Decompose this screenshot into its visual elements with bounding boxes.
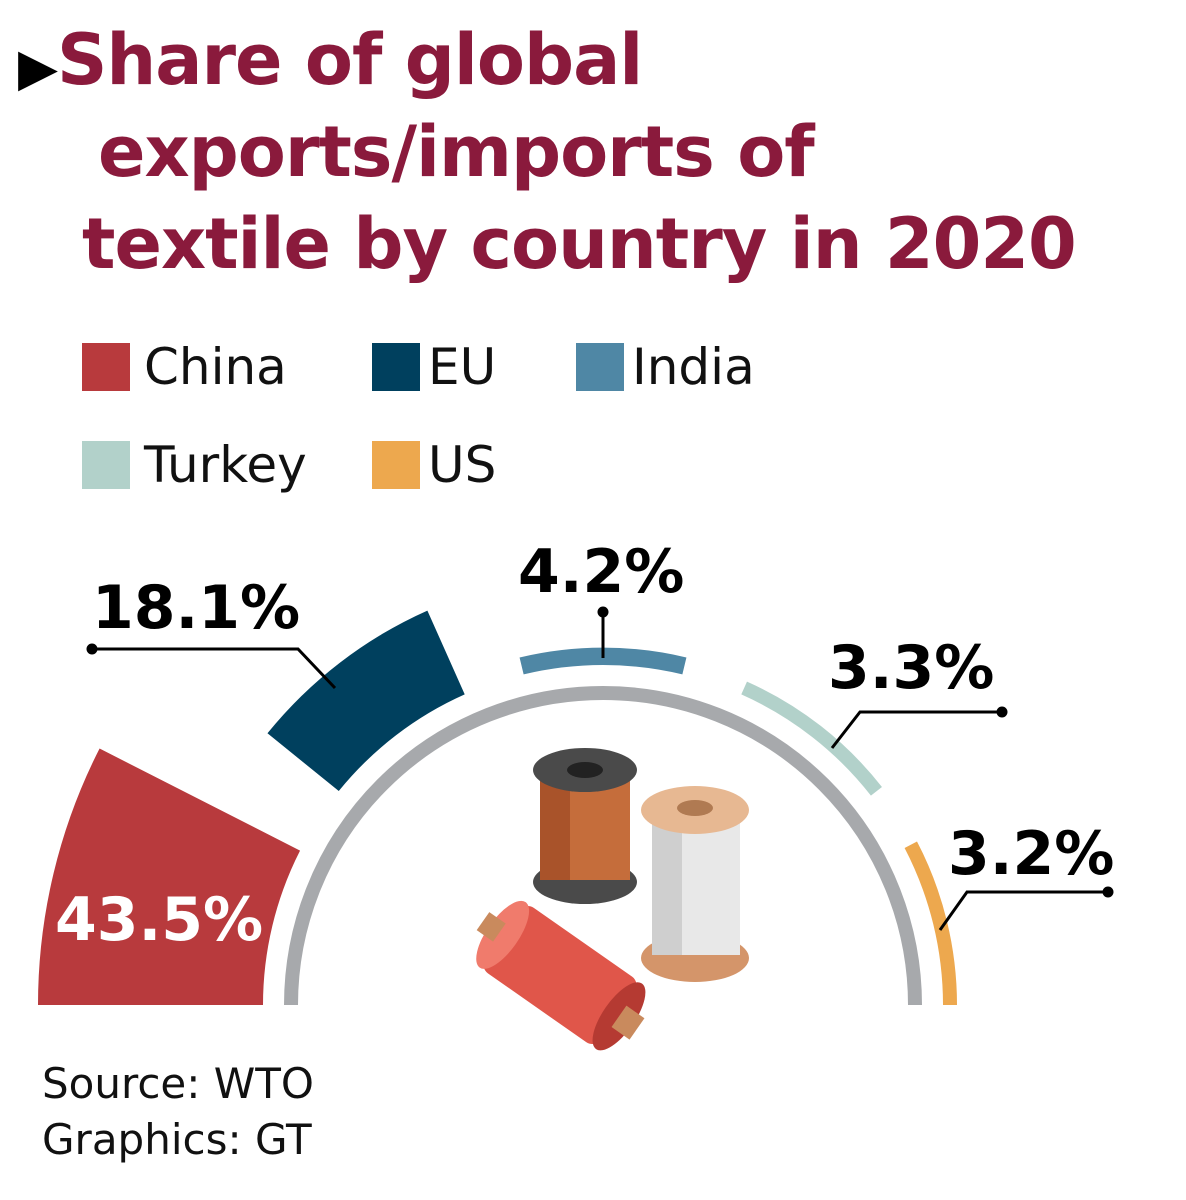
legend-item-eu: EU (372, 338, 496, 396)
leader-line-us (938, 890, 1108, 931)
legend-item-india: India (576, 338, 755, 396)
spools-illustration (476, 748, 749, 1051)
graphics-credit: Graphics: GT (42, 1115, 312, 1164)
spool-shade (652, 815, 682, 955)
footer: Source: WTO Graphics: GT (42, 1056, 314, 1168)
leader-line-eu (92, 647, 337, 690)
data-label-india: 4.2% (518, 537, 684, 607)
base-arc (284, 686, 922, 1006)
source-text: Source: WTO (42, 1059, 314, 1108)
legend-item-us: US (372, 436, 496, 494)
segment-us (904, 841, 957, 1005)
leader-dot (86, 643, 98, 655)
data-label-eu: 18.1% (92, 573, 300, 643)
spool-peg (476, 912, 506, 942)
segment-china (38, 748, 301, 1005)
leader-dot (996, 706, 1008, 718)
legend-swatch (576, 343, 624, 391)
leader-dot (1102, 886, 1114, 898)
data-label-us: 3.2% (948, 819, 1114, 889)
spool-peg (611, 1005, 645, 1040)
data-label-turkey: 3.3% (828, 633, 994, 703)
leader-dot (597, 606, 609, 618)
data-label-china: 43.5% (55, 885, 263, 955)
spool-shade (540, 775, 570, 880)
spool-thread-red (483, 906, 637, 1044)
legend-item-china: China (82, 338, 287, 396)
legend-swatch (372, 441, 420, 489)
segment-india (519, 647, 687, 675)
spool-end (476, 900, 530, 969)
spool-hole (677, 800, 713, 816)
legend-swatch (82, 343, 130, 391)
legend-swatch (82, 441, 130, 489)
spool-hole (567, 762, 603, 778)
leader-line-turkey (830, 710, 1002, 749)
legend-swatch (372, 343, 420, 391)
segment-turkey (741, 681, 882, 796)
chart-title: ▶Share of global exports/imports of text… (18, 19, 1077, 285)
segment-eu (267, 610, 465, 792)
legend-item-turkey: Turkey (82, 436, 307, 494)
triangle-marker-icon: ▶ (18, 38, 58, 98)
